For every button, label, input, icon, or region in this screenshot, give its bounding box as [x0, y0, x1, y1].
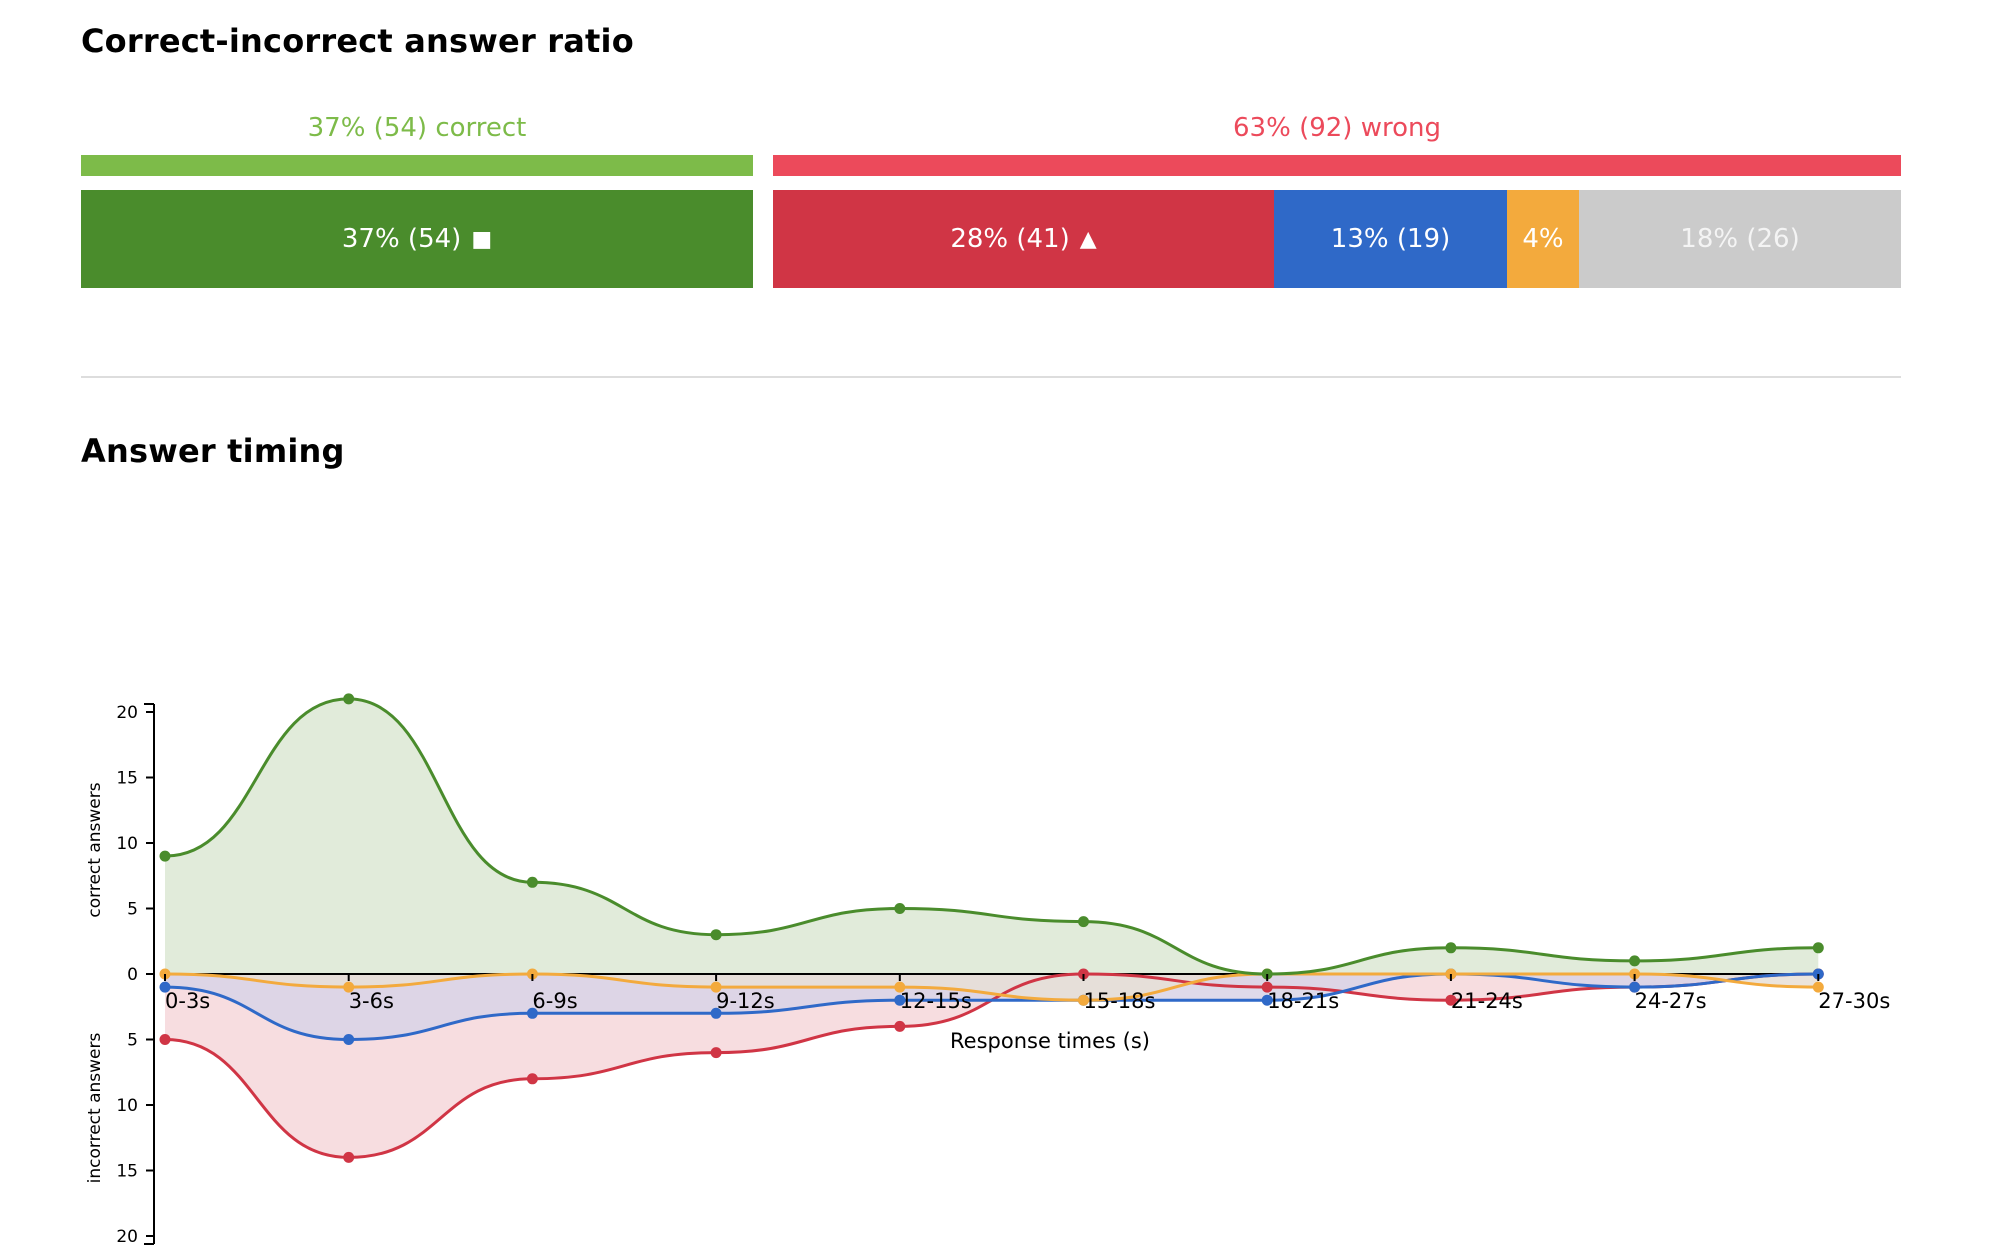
timing-section-title: Answer timing	[81, 432, 345, 470]
y-axis-title-correct: correct answers	[85, 782, 105, 917]
segment-wrong-gray-label: 18% (26)	[1680, 224, 1800, 254]
triangle-icon: ▲	[1079, 226, 1097, 252]
series-0-point-4	[894, 903, 906, 914]
x-tick-label-3: 9-12s	[716, 989, 775, 1013]
y-tick-label-incorrect-10: 10	[116, 1096, 138, 1116]
series-0-point-2	[526, 876, 538, 888]
segment-wrong-orange[interactable]: 4%	[1507, 190, 1579, 288]
x-tick-label-0: 0-3s	[165, 989, 210, 1013]
series-0-area	[165, 698, 1819, 974]
series-3-point-5	[1078, 994, 1089, 1006]
y-tick-label-incorrect-5: 5	[127, 1031, 138, 1051]
x-tick-label-6: 18-21s	[1267, 989, 1339, 1013]
series-3-area	[165, 974, 1819, 1001]
x-tick-label-7: 21-24s	[1451, 989, 1523, 1013]
series-1-point-2	[526, 1073, 538, 1085]
segment-wrong-blue[interactable]: 13% (19)	[1274, 190, 1507, 288]
series-1-point-4	[894, 1020, 906, 1032]
x-tick-label-5: 15-18s	[1084, 989, 1156, 1013]
series-2-point-0	[159, 981, 171, 993]
segment-wrong-red[interactable]: 28% (41) ▲	[773, 190, 1274, 288]
x-tick-label-8: 24-27s	[1635, 989, 1707, 1013]
series-1-point-3	[710, 1047, 722, 1059]
series-3-point-3	[710, 981, 722, 993]
x-tick-label-9: 27-30s	[1818, 989, 1890, 1013]
series-0-point-1	[343, 693, 355, 705]
series-2-line	[164, 972, 1819, 1042]
correct-summary-bar	[81, 155, 753, 176]
series-2-point-8	[1629, 981, 1641, 993]
series-0-point-8	[1629, 955, 1641, 967]
ratio-section-title: Correct-incorrect answer ratio	[81, 22, 634, 60]
series-1-point-0	[159, 1034, 171, 1045]
series-1-area	[165, 974, 1819, 1158]
y-tick-label-incorrect-20: 20	[116, 1227, 138, 1246]
series-2-point-2	[526, 1007, 538, 1019]
x-axis-title: Response times (s)	[950, 1029, 1150, 1053]
series-0-point-7	[1445, 942, 1457, 954]
y-tick-label-correct-15: 15	[116, 769, 138, 789]
wrong-caption: 63% (92) wrong	[1233, 113, 1441, 143]
segment-wrong-red-label: 28% (41)	[950, 224, 1070, 254]
series-0-point-5	[1078, 916, 1089, 928]
wrong-summary-bar	[773, 155, 1901, 176]
segment-correct[interactable]: 37% (54) ■	[81, 190, 753, 288]
y-tick-label-correct-10: 10	[116, 834, 138, 854]
y-tick-label-correct-0: 0	[127, 965, 138, 985]
series-2-point-3	[710, 1007, 722, 1019]
correct-caption: 37% (54) correct	[307, 113, 527, 143]
section-divider	[81, 376, 1901, 378]
x-tick-label-1: 3-6s	[349, 989, 394, 1013]
series-1-point-1	[343, 1151, 355, 1163]
series-3-point-1	[343, 981, 355, 993]
series-2-point-4	[894, 994, 906, 1006]
segment-wrong-gray[interactable]: 18% (26)	[1579, 190, 1901, 288]
x-tick-label-4: 12-15s	[900, 989, 972, 1013]
series-1-line	[164, 972, 1819, 1159]
y-axis-title-incorrect: incorrect answers	[85, 1033, 105, 1184]
series-2-point-1	[343, 1034, 355, 1045]
series-3-point-4	[894, 981, 906, 993]
segment-wrong-orange-label: 4%	[1522, 224, 1564, 254]
series-3-line	[164, 972, 1819, 1002]
series-1-point-6	[1261, 981, 1273, 993]
series-3-point-9	[1812, 981, 1824, 993]
series-0-line	[164, 697, 1819, 976]
segment-wrong-blue-label: 13% (19)	[1330, 224, 1451, 254]
series-2-point-6	[1261, 994, 1273, 1006]
series-2-area	[165, 974, 1819, 1040]
y-tick-label-incorrect-15: 15	[116, 1162, 138, 1182]
series-0-point-9	[1812, 942, 1824, 954]
x-tick-label-2: 6-9s	[532, 989, 577, 1013]
series-0-point-0	[159, 850, 171, 862]
segment-correct-label: 37% (54)	[341, 224, 462, 254]
square-icon: ■	[471, 226, 493, 252]
series-1-point-7	[1445, 994, 1457, 1006]
y-tick-label-correct-20: 20	[116, 703, 138, 723]
y-tick-label-correct-5: 5	[127, 900, 138, 920]
series-0-point-3	[710, 929, 722, 941]
